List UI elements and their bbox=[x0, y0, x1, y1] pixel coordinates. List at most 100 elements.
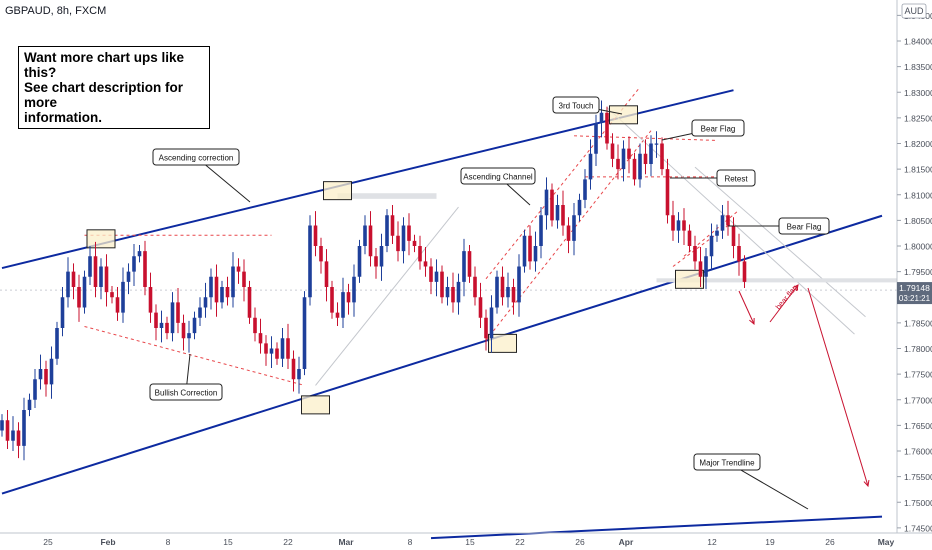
candle bbox=[605, 106, 609, 150]
candle bbox=[335, 302, 340, 326]
support-band bbox=[656, 278, 897, 283]
callout-box bbox=[691, 119, 745, 137]
candle bbox=[511, 278, 516, 315]
candle bbox=[286, 323, 290, 369]
candle-body bbox=[33, 379, 37, 400]
arrow-head bbox=[749, 317, 755, 326]
last-price-value: 1.79148 bbox=[899, 283, 930, 293]
candle-body bbox=[11, 430, 15, 441]
candle bbox=[170, 292, 175, 342]
trendline bbox=[1, 214, 883, 495]
candle bbox=[583, 169, 587, 209]
time-tick-label: 15 bbox=[465, 537, 475, 547]
candle bbox=[341, 277, 345, 328]
candle-body bbox=[363, 225, 367, 246]
candle bbox=[225, 276, 230, 306]
candle-body bbox=[291, 358, 296, 380]
candle-body bbox=[352, 276, 356, 303]
candle bbox=[33, 369, 37, 408]
candle bbox=[385, 209, 389, 253]
candle-body bbox=[451, 287, 455, 303]
candle bbox=[0, 414, 4, 437]
candle-body bbox=[93, 256, 98, 287]
ascending-channel-callout: Ascending Channel bbox=[460, 167, 536, 206]
touch-box bbox=[301, 395, 330, 415]
candle bbox=[313, 211, 318, 257]
currency-badge[interactable]: AUD bbox=[901, 3, 927, 19]
arrow-head bbox=[863, 479, 870, 488]
candle-body bbox=[330, 287, 334, 313]
candle-body bbox=[517, 266, 521, 303]
grey-helper-line bbox=[606, 107, 855, 335]
time-tick-label: 25 bbox=[43, 537, 53, 547]
candle bbox=[209, 268, 213, 310]
time-tick-label: 22 bbox=[283, 537, 293, 547]
candle-body bbox=[313, 225, 318, 246]
candle-body bbox=[649, 143, 653, 164]
candle bbox=[396, 221, 400, 262]
candle bbox=[269, 336, 274, 368]
candle-body bbox=[176, 302, 180, 323]
touch-box bbox=[323, 181, 352, 201]
candle-body bbox=[627, 148, 631, 159]
candle-body bbox=[390, 215, 395, 236]
candle bbox=[247, 280, 252, 324]
candle bbox=[22, 397, 26, 461]
candle bbox=[693, 235, 697, 270]
promo-note: Want more chart ups like this? See chart… bbox=[18, 46, 210, 129]
candle bbox=[533, 231, 538, 272]
candle bbox=[423, 247, 428, 277]
candle-body bbox=[115, 297, 120, 313]
promo-note-line: Want more chart ups like this? bbox=[24, 50, 185, 80]
drop-arrow bbox=[738, 290, 755, 326]
candle bbox=[390, 205, 395, 244]
candle-body bbox=[341, 292, 345, 318]
candle bbox=[280, 328, 285, 367]
candle bbox=[698, 247, 703, 287]
candle-body bbox=[643, 153, 648, 164]
callout-box bbox=[152, 148, 240, 166]
candle-body bbox=[132, 256, 136, 272]
touch-box bbox=[86, 229, 116, 249]
price-tick-label: 1.77500 bbox=[904, 370, 932, 380]
time-tick-label: 12 bbox=[707, 537, 717, 547]
candle bbox=[44, 360, 48, 397]
candle bbox=[82, 270, 87, 314]
candle-body bbox=[709, 235, 714, 257]
candle-body bbox=[258, 333, 263, 344]
callout-label: Bullish Correction bbox=[155, 389, 218, 398]
candle-body bbox=[478, 297, 483, 318]
candle-body bbox=[418, 246, 422, 262]
candle-body bbox=[742, 261, 747, 282]
touch-box bbox=[488, 333, 517, 353]
candle bbox=[572, 202, 576, 256]
candle bbox=[198, 297, 202, 326]
candle-body bbox=[506, 287, 510, 298]
candle bbox=[71, 263, 76, 300]
candle bbox=[660, 137, 664, 176]
candle-body bbox=[412, 240, 417, 246]
candle-body bbox=[616, 158, 620, 170]
callout-label: Retest bbox=[724, 175, 748, 184]
callout-label: Ascending correction bbox=[159, 154, 234, 163]
candle bbox=[110, 285, 114, 304]
candle bbox=[220, 280, 224, 309]
candle-body bbox=[308, 225, 312, 298]
candle-body bbox=[66, 271, 70, 298]
price-tick-label: 1.74500 bbox=[904, 523, 932, 533]
price-tick-label: 1.83000 bbox=[904, 88, 932, 98]
candle-body bbox=[440, 271, 444, 298]
time-tick-label: 19 bbox=[765, 537, 775, 547]
candle-body bbox=[704, 256, 708, 277]
symbol-title: GBPAUD, 8h, FXCM bbox=[5, 5, 106, 17]
price-tick-label: 1.81500 bbox=[904, 165, 932, 175]
price-tick-label: 1.82500 bbox=[904, 113, 932, 123]
candle-body bbox=[302, 297, 307, 369]
candle bbox=[302, 291, 307, 376]
candle-body bbox=[38, 369, 43, 380]
price-tick-label: 1.83500 bbox=[904, 62, 932, 72]
candle-body bbox=[693, 246, 697, 262]
price-tick-label: 1.81000 bbox=[904, 190, 932, 200]
